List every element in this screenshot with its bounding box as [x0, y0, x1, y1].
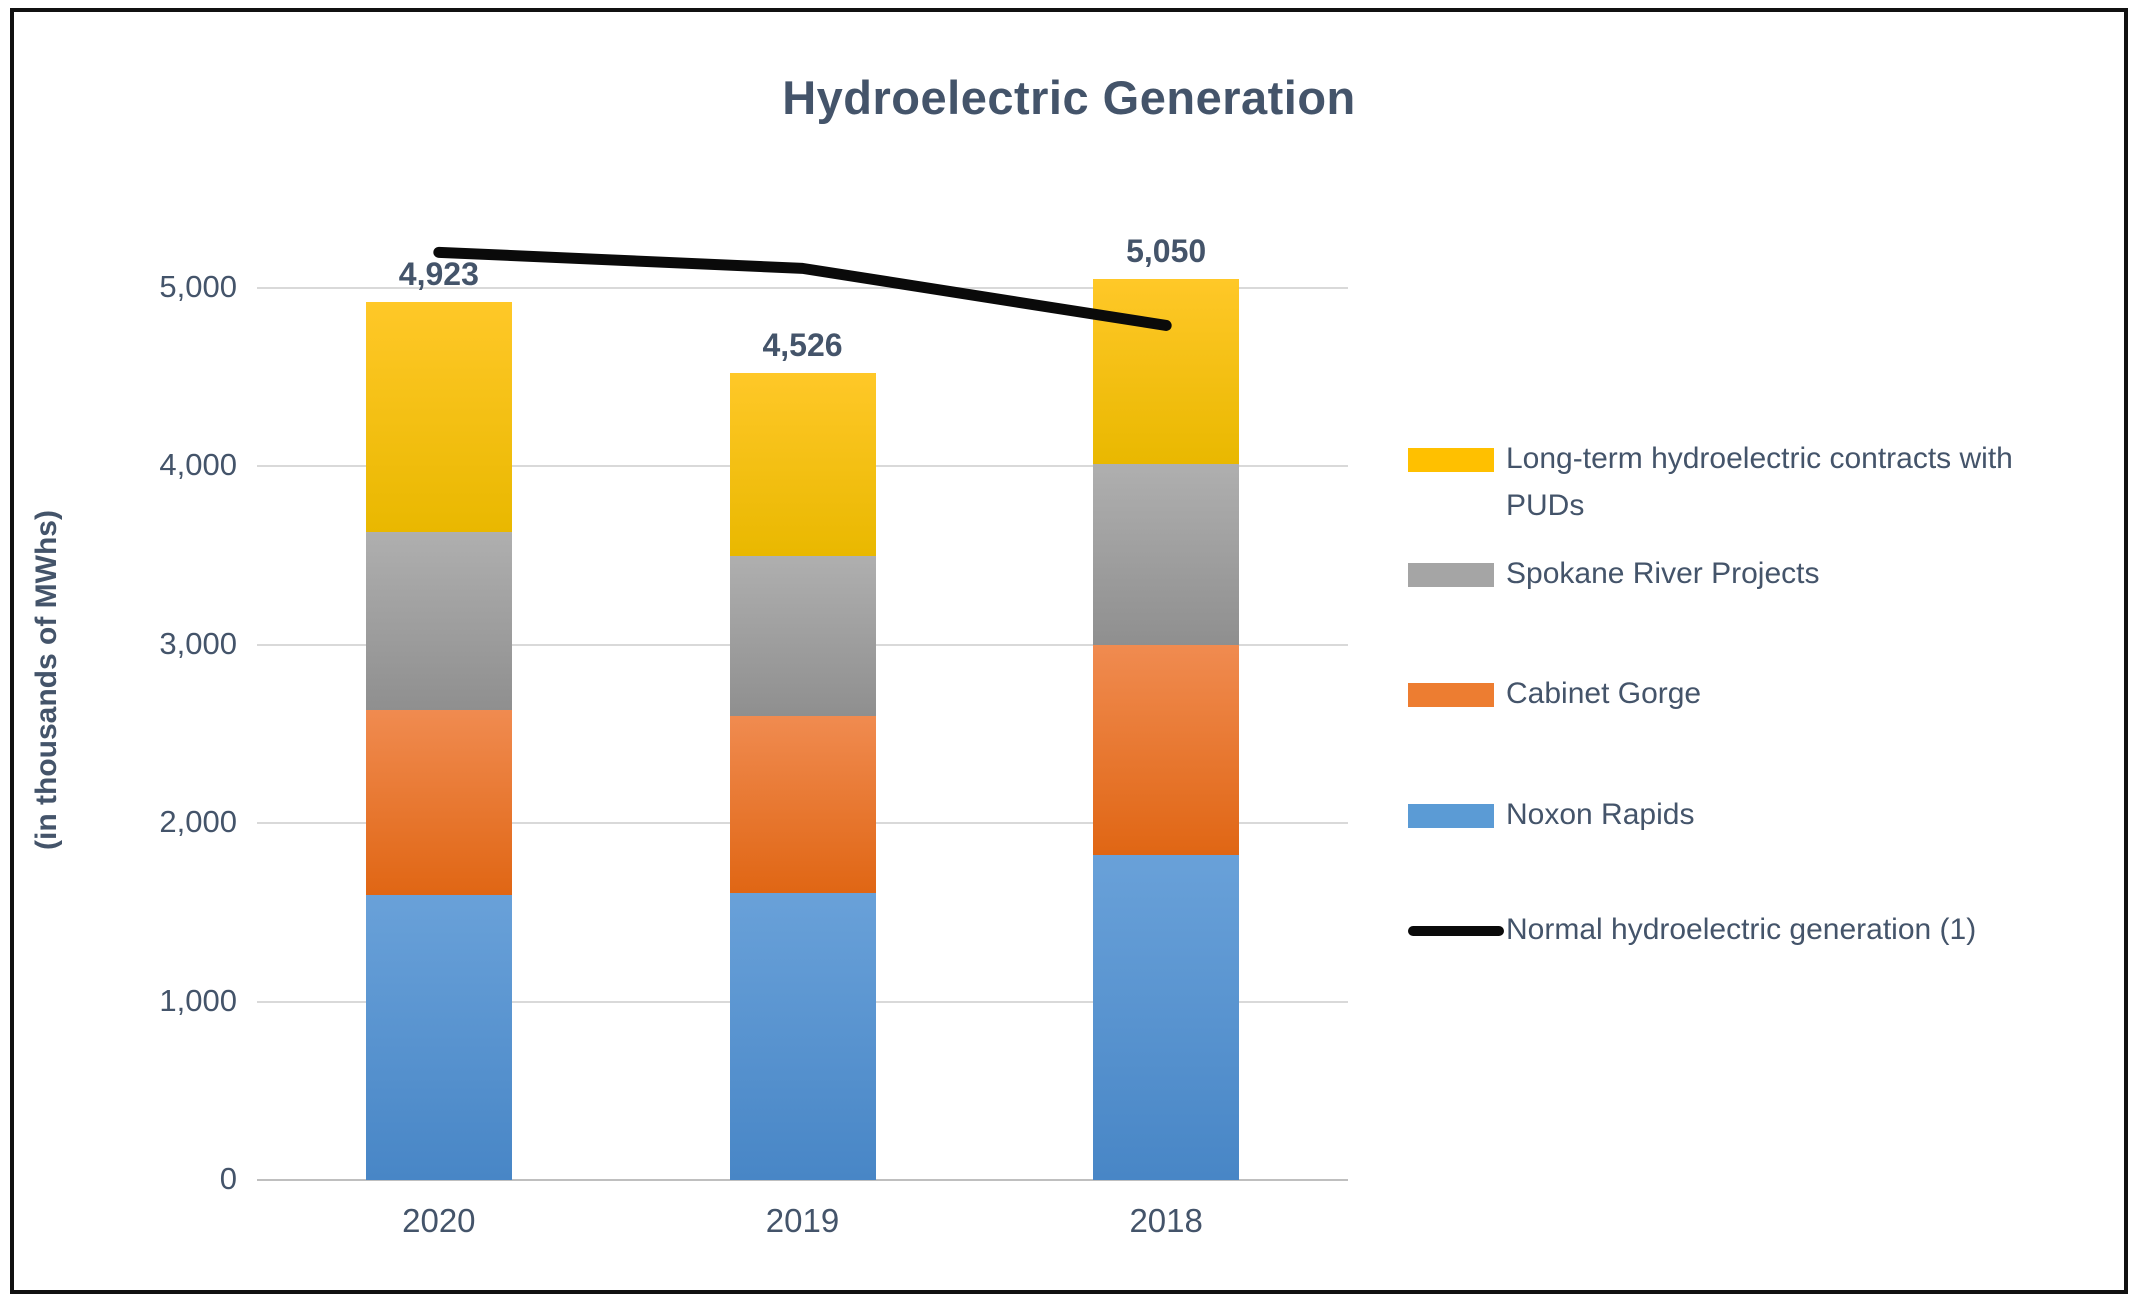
bar-segment-long-term-hydroelectric-contracts-with-puds [365, 301, 512, 533]
bar-segment-noxon-rapids [729, 892, 876, 1180]
bar-total-label: 5,050 [1126, 233, 1207, 270]
bar-segment-cabinet-gorge [729, 716, 876, 893]
bar-segment-long-term-hydroelectric-contracts-with-puds [729, 372, 876, 556]
chart-frame: Hydroelectric Generation (in thousands o… [10, 8, 2128, 1294]
plot-area: 0 1,000 2,000 3,000 4,000 5,000 4,923 2020 4,526… [14, 12, 2124, 1290]
legend-item-label: Spokane River Projects [1506, 557, 1820, 590]
bar-segment-cabinet-gorge [365, 709, 512, 895]
x-tick-label: 2019 [765, 1202, 840, 1239]
bar-segment-noxon-rapids [1093, 855, 1240, 1180]
x-tick-label: 2020 [402, 1202, 476, 1239]
legend-color-swatch [1408, 563, 1494, 587]
y-tick-label: 1,000 [159, 982, 237, 1018]
legend-item-label: Noxon Rapids [1506, 798, 1695, 831]
bar-segment-spokane-river-projects [1093, 463, 1240, 645]
bar-segment-noxon-rapids [365, 894, 512, 1180]
bar-segment-long-term-hydroelectric-contracts-with-puds [1093, 279, 1240, 464]
legend-color-swatch [1408, 683, 1494, 707]
chart-title: Hydroelectric Generation [782, 71, 1356, 124]
x-tick-label: 2018 [1129, 1202, 1203, 1239]
bar-total-label: 4,526 [762, 326, 843, 363]
bar-segment-cabinet-gorge [1093, 644, 1240, 856]
normal-generation-line [433, 246, 1172, 331]
y-tick-label: 2,000 [159, 804, 237, 840]
bar-segment-spokane-river-projects [729, 555, 876, 717]
bar-total-label: 4,923 [398, 255, 479, 292]
legend-item-label: Cabinet Gorge [1506, 677, 1702, 710]
legend-color-swatch [1408, 804, 1494, 828]
y-tick-label: 5,000 [159, 269, 237, 304]
legend-item-label: Long-term hydroelectric contracts with P… [1506, 442, 2013, 522]
bar-segment-spokane-river-projects [365, 532, 512, 710]
y-tick-label: 0 [219, 1161, 237, 1196]
legend-item-label: Normal hydroelectric generation (1) [1506, 913, 1977, 946]
legend-line-swatch [1408, 926, 1504, 936]
y-tick-label: 4,000 [159, 447, 237, 483]
gridline-0 [257, 1179, 1348, 1181]
legend-color-swatch [1408, 448, 1494, 472]
y-tick-label: 3,000 [159, 625, 237, 661]
